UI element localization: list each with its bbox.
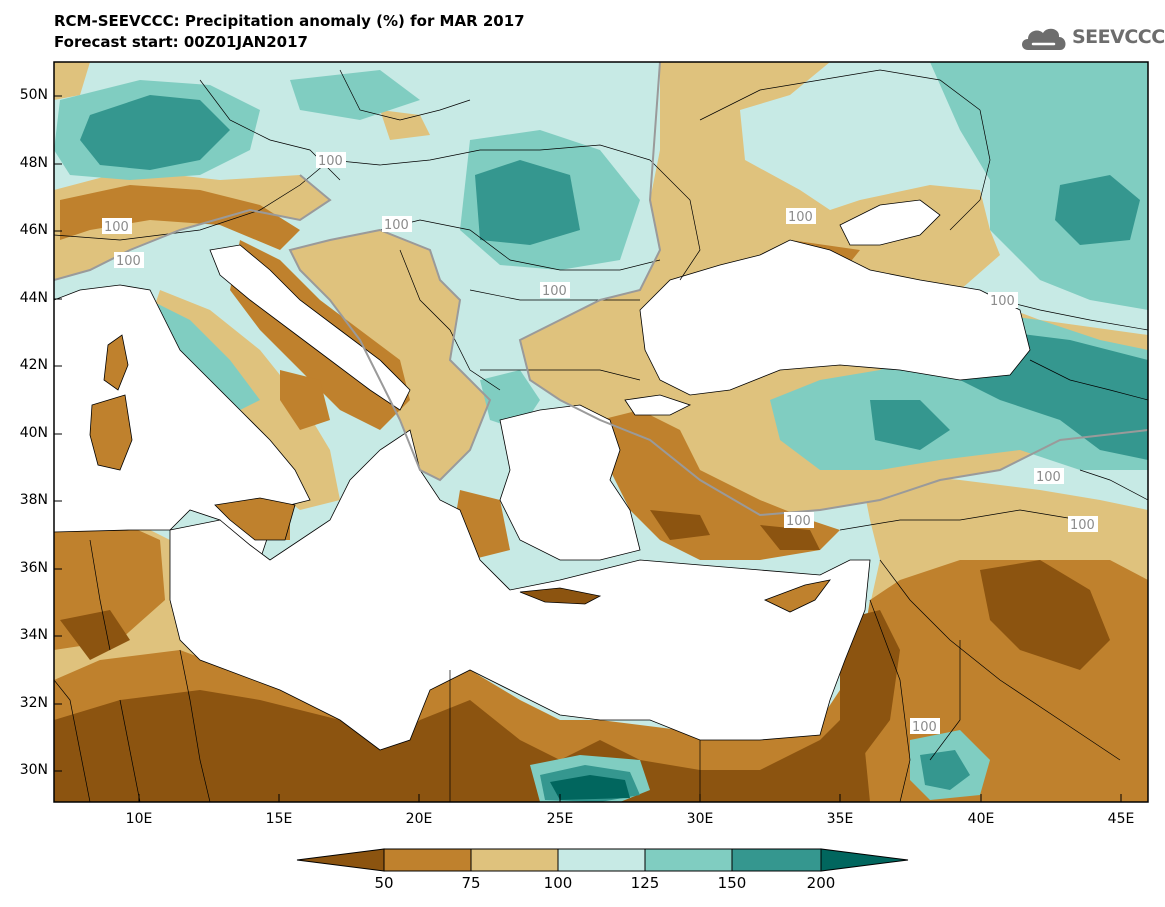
contour-label: 100 bbox=[990, 294, 1015, 309]
contour-label: 100 bbox=[1036, 470, 1061, 485]
anomaly-field-below-50 bbox=[60, 610, 130, 660]
lat-label: 48N bbox=[19, 155, 48, 171]
lon-label: 20E bbox=[405, 811, 433, 827]
lat-label: 50N bbox=[19, 87, 48, 103]
anomaly-field-150-200 bbox=[1055, 175, 1140, 245]
anomaly-field-below-50 bbox=[760, 525, 820, 550]
country-borders bbox=[54, 69, 1148, 802]
colorbar-label: 125 bbox=[630, 874, 660, 892]
lon-label: 25E bbox=[546, 811, 574, 827]
contour-label: 100 bbox=[912, 720, 937, 735]
cyprus bbox=[763, 579, 831, 613]
anomaly-field-above-200 bbox=[550, 775, 630, 800]
colorbar-segment-above-200 bbox=[820, 848, 909, 872]
contour-label: 100 bbox=[116, 254, 141, 269]
contour-100-line bbox=[54, 62, 1148, 517]
forecast-start: Forecast start: 00Z01JAN2017 bbox=[54, 33, 308, 51]
lat-label: 40N bbox=[19, 425, 48, 441]
black-sea bbox=[639, 239, 1031, 396]
anomaly-field-below-50 bbox=[650, 510, 710, 540]
contour-labels: 100 100 100 100 100 100 100 100 100 100 … bbox=[102, 152, 1098, 735]
anomaly-field-125-150 bbox=[930, 62, 1148, 310]
anomaly-field-50-75 bbox=[280, 370, 330, 430]
contour-label: 100 bbox=[318, 154, 343, 169]
sea-of-azov bbox=[839, 199, 941, 246]
contour-label: 100 bbox=[104, 220, 129, 235]
anomaly-field-150-200 bbox=[80, 95, 230, 170]
anomaly-field-below-50 bbox=[840, 610, 900, 760]
contour-label: 100 bbox=[786, 514, 811, 529]
anomaly-field-150-200 bbox=[475, 160, 580, 245]
colorbar-segment-below-50 bbox=[296, 848, 385, 872]
colorbar-segment-150-200 bbox=[731, 848, 822, 872]
colorbar-segment-75-100 bbox=[470, 848, 559, 872]
anomaly-field-150-200 bbox=[920, 750, 970, 790]
lat-label: 46N bbox=[19, 222, 48, 238]
anomaly-field-125-150 bbox=[150, 300, 260, 410]
lat-label: 42N bbox=[19, 357, 48, 373]
lon-label: 30E bbox=[686, 811, 714, 827]
colorbar-segment-100-125 bbox=[557, 848, 646, 872]
anomaly-field-below-50 bbox=[980, 560, 1110, 670]
lon-label: 45E bbox=[1107, 811, 1135, 827]
lon-label: 35E bbox=[826, 811, 854, 827]
colorbar-label: 100 bbox=[543, 874, 573, 892]
colorbar-label: 50 bbox=[374, 874, 394, 892]
sicily bbox=[214, 497, 296, 541]
contour-label: 100 bbox=[1070, 518, 1095, 533]
anomaly-field-below-50 bbox=[54, 690, 870, 802]
seevccc-logo: SEEVCCC bbox=[1018, 22, 1165, 58]
colorbar-label: 150 bbox=[717, 874, 747, 892]
map-title: RCM-SEEVCCC: Precipitation anomaly (%) f… bbox=[54, 12, 525, 30]
lon-label: 15E bbox=[265, 811, 293, 827]
crete bbox=[519, 587, 602, 605]
anomaly-field-125-150 bbox=[290, 70, 420, 120]
lat-label: 34N bbox=[19, 627, 48, 643]
anomaly-field-75-100 bbox=[380, 110, 430, 140]
lon-label: 10E bbox=[125, 811, 153, 827]
contour-label: 100 bbox=[542, 284, 567, 299]
sardinia bbox=[89, 394, 133, 471]
anomaly-field-150-200 bbox=[870, 400, 950, 450]
colorbar bbox=[296, 848, 909, 872]
contour-label: 100 bbox=[384, 218, 409, 233]
lat-label: 36N bbox=[19, 560, 48, 576]
corsica bbox=[103, 334, 129, 391]
anomaly-field-50-75 bbox=[60, 185, 300, 250]
cloud-icon bbox=[1022, 28, 1066, 50]
lat-label: 30N bbox=[19, 762, 48, 778]
colorbar-segment-125-150 bbox=[644, 848, 733, 872]
lat-label: 44N bbox=[19, 290, 48, 306]
contour-label: 100 bbox=[788, 210, 813, 225]
logo-text: SEEVCCC bbox=[1072, 26, 1165, 48]
lat-label: 32N bbox=[19, 695, 48, 711]
lon-label: 40E bbox=[967, 811, 995, 827]
colorbar-label: 75 bbox=[461, 874, 481, 892]
lat-label: 38N bbox=[19, 492, 48, 508]
sea-of-marmara bbox=[624, 394, 692, 416]
colorbar-label: 200 bbox=[806, 874, 836, 892]
anomaly-field-75-100 bbox=[54, 62, 90, 100]
axis-ticks bbox=[54, 95, 1122, 802]
mediterranean-sea bbox=[169, 429, 871, 751]
colorbar-segment-50-75 bbox=[383, 848, 472, 872]
adriatic-sea bbox=[209, 244, 411, 411]
map-frame bbox=[53, 61, 1149, 803]
aegean-sea bbox=[499, 404, 641, 561]
